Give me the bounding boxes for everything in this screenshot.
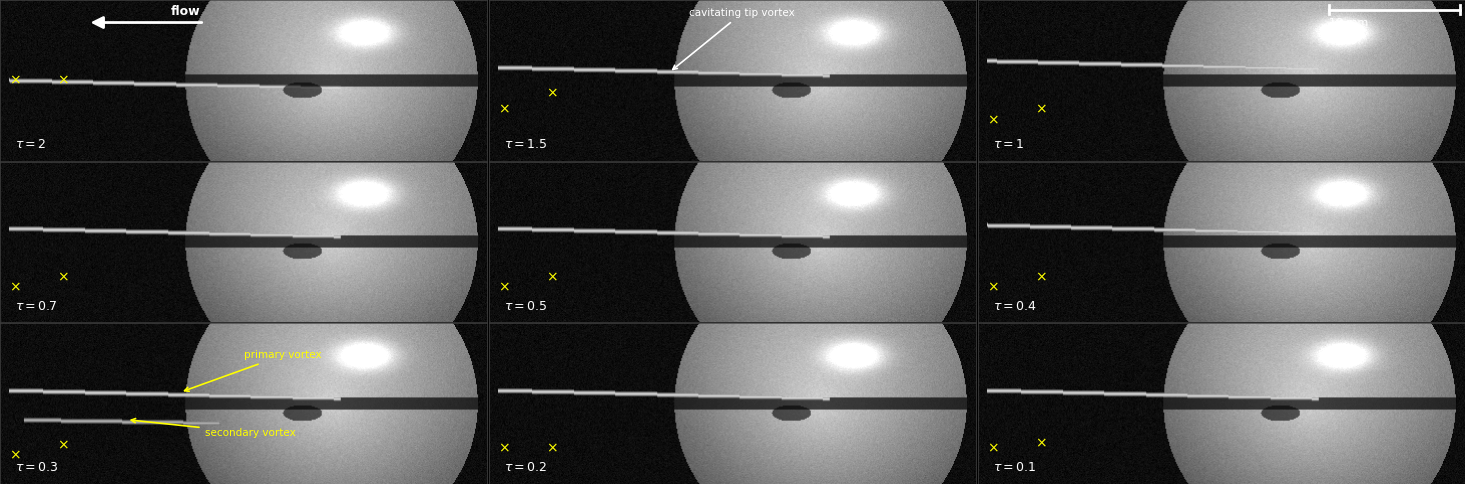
Text: $\times$: $\times$	[57, 74, 69, 88]
Text: $\tau=0.4$: $\tau=0.4$	[993, 300, 1037, 313]
Text: $\tau=2$: $\tau=2$	[15, 138, 45, 151]
Text: $\times$: $\times$	[987, 114, 999, 128]
Text: $\times$: $\times$	[987, 441, 999, 455]
Text: secondary vortex: secondary vortex	[132, 419, 296, 438]
Text: $\times$: $\times$	[1036, 437, 1047, 451]
Text: primary vortex: primary vortex	[185, 350, 321, 391]
Text: $\times$: $\times$	[57, 439, 69, 453]
Text: $\times$: $\times$	[57, 271, 69, 285]
Text: $\times$: $\times$	[9, 74, 21, 88]
Text: $\tau=1$: $\tau=1$	[993, 138, 1024, 151]
Text: $\tau=0.3$: $\tau=0.3$	[15, 461, 59, 474]
Text: $\tau=0.7$: $\tau=0.7$	[15, 300, 57, 313]
Text: $\times$: $\times$	[987, 280, 999, 294]
Text: $\times$: $\times$	[1036, 103, 1047, 117]
Text: flow: flow	[170, 5, 199, 18]
Text: $\times$: $\times$	[498, 280, 510, 294]
Text: $\times$: $\times$	[498, 103, 510, 117]
Text: cavitating tip vortex: cavitating tip vortex	[672, 8, 795, 70]
Text: $\tau=0.5$: $\tau=0.5$	[504, 300, 548, 313]
Text: $\times$: $\times$	[546, 441, 558, 455]
Text: $\times$: $\times$	[9, 448, 21, 462]
Text: $\times$: $\times$	[9, 280, 21, 294]
Text: $\times$: $\times$	[1036, 271, 1047, 285]
Text: $\times$: $\times$	[546, 86, 558, 100]
Text: $\tau=0.2$: $\tau=0.2$	[504, 461, 546, 474]
Text: 10 mm: 10 mm	[1329, 18, 1368, 28]
Text: $\times$: $\times$	[546, 271, 558, 285]
Text: $\tau=0.1$: $\tau=0.1$	[993, 461, 1036, 474]
Text: $\tau=1.5$: $\tau=1.5$	[504, 138, 548, 151]
Text: $\times$: $\times$	[498, 441, 510, 455]
